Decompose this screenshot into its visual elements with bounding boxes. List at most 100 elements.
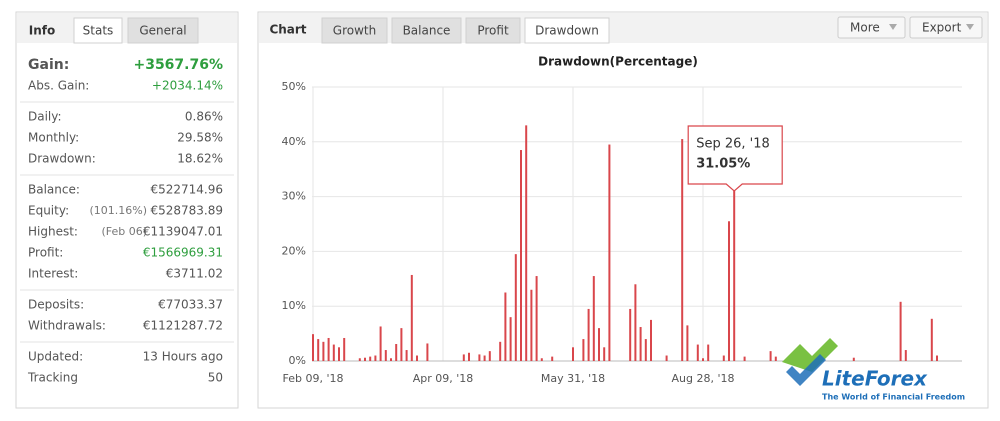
x-tick-label: Apr 09, '18 bbox=[413, 372, 474, 385]
logo-tagline: The World of Financial Freedom bbox=[822, 393, 965, 402]
bar bbox=[488, 351, 491, 361]
tab[interactable] bbox=[524, 17, 610, 44]
bar bbox=[722, 355, 725, 361]
x-tick-label: Feb 09, '18 bbox=[283, 372, 344, 385]
bar bbox=[374, 355, 377, 361]
row-label: Deposits: bbox=[28, 298, 84, 312]
row-value: 50 bbox=[208, 371, 223, 385]
bar bbox=[332, 344, 335, 361]
bar bbox=[525, 125, 528, 361]
bar bbox=[426, 343, 429, 361]
bar bbox=[478, 354, 481, 361]
bar bbox=[572, 347, 574, 361]
tab[interactable] bbox=[73, 17, 123, 44]
chart-panel bbox=[257, 11, 989, 409]
tab-label[interactable]: Drawdown bbox=[535, 24, 599, 38]
bar bbox=[582, 339, 585, 361]
logo-shape bbox=[782, 338, 838, 372]
button[interactable] bbox=[909, 16, 983, 39]
bar bbox=[535, 276, 538, 361]
panel-heading: Chart bbox=[269, 23, 306, 37]
bar bbox=[592, 276, 595, 361]
bar bbox=[930, 318, 933, 361]
bar bbox=[514, 254, 517, 361]
row-label: Monthly: bbox=[28, 131, 79, 145]
bar bbox=[608, 144, 611, 361]
row-label: Balance: bbox=[28, 183, 80, 197]
bar bbox=[540, 358, 543, 361]
chart-title: Drawdown(Percentage) bbox=[538, 55, 698, 69]
row-label: Drawdown: bbox=[28, 152, 96, 166]
row-label: Interest: bbox=[28, 267, 78, 281]
tab-label[interactable]: Growth bbox=[333, 24, 376, 38]
row-value: €1566969.31 bbox=[143, 246, 223, 260]
bar bbox=[338, 347, 340, 361]
tab-label[interactable]: Stats bbox=[83, 24, 114, 38]
y-tick-label: 50% bbox=[282, 80, 306, 93]
bar bbox=[728, 221, 730, 361]
button-label[interactable]: More bbox=[850, 21, 880, 35]
bar bbox=[598, 328, 600, 361]
tab-label[interactable]: General bbox=[139, 24, 186, 38]
row-value: €3711.02 bbox=[166, 267, 223, 281]
bar bbox=[899, 301, 902, 361]
tab-label[interactable]: Balance bbox=[403, 24, 451, 38]
tab[interactable] bbox=[391, 17, 462, 44]
row-label: Withdrawals: bbox=[28, 319, 106, 333]
row-note: (101.16%) bbox=[89, 204, 147, 217]
tab[interactable] bbox=[127, 17, 199, 44]
logo-brand: LiteForex bbox=[822, 367, 928, 391]
bar bbox=[644, 339, 647, 361]
y-tick-label: 40% bbox=[282, 135, 306, 148]
bar bbox=[743, 356, 746, 361]
button-arrow[interactable] bbox=[966, 24, 974, 30]
bar bbox=[603, 347, 606, 361]
bar bbox=[530, 289, 533, 361]
tab[interactable] bbox=[465, 17, 521, 44]
button-label[interactable]: Export bbox=[922, 21, 962, 35]
bar bbox=[416, 355, 418, 361]
bar bbox=[410, 274, 413, 361]
tab-label[interactable]: Profit bbox=[477, 24, 509, 38]
bar bbox=[587, 308, 590, 361]
row-label: Profit: bbox=[28, 246, 63, 260]
bar bbox=[936, 355, 938, 361]
row-note: (Feb 06) bbox=[101, 225, 147, 238]
row-value: €1121287.72 bbox=[143, 319, 223, 333]
bar bbox=[696, 344, 699, 361]
row-value: +2034.14% bbox=[152, 79, 223, 93]
button[interactable] bbox=[837, 16, 906, 39]
row-label: Gain: bbox=[28, 57, 69, 73]
bar bbox=[686, 325, 689, 361]
tab[interactable] bbox=[321, 17, 388, 44]
row-label: Abs. Gain: bbox=[28, 79, 89, 93]
bar bbox=[343, 337, 346, 361]
bar bbox=[462, 354, 465, 361]
bar bbox=[665, 355, 668, 361]
button-arrow[interactable] bbox=[889, 24, 897, 30]
row-value: €528783.89 bbox=[150, 204, 223, 218]
watermark: LiteForex The World of Financial Freedom bbox=[782, 338, 965, 402]
row-label: Highest: bbox=[28, 225, 78, 239]
bar bbox=[551, 356, 554, 361]
row-value: 29.58% bbox=[177, 131, 223, 145]
bar bbox=[483, 355, 486, 361]
bar bbox=[327, 337, 330, 361]
bar bbox=[405, 350, 408, 361]
bar bbox=[390, 358, 392, 361]
bar bbox=[358, 358, 361, 361]
row-value: €522714.96 bbox=[150, 183, 223, 197]
row-value: +3567.76% bbox=[133, 57, 223, 73]
row-value: €1139047.01 bbox=[143, 225, 223, 239]
bar bbox=[852, 357, 855, 361]
bar bbox=[369, 356, 372, 361]
bar bbox=[904, 350, 907, 361]
tooltip-value: 31.05% bbox=[696, 157, 750, 172]
bar bbox=[468, 352, 470, 361]
row-value: 0.86% bbox=[185, 110, 223, 124]
row-value: €77033.37 bbox=[158, 298, 223, 312]
y-tick-label: 0% bbox=[289, 354, 306, 367]
bar bbox=[650, 319, 652, 361]
bar bbox=[317, 339, 320, 361]
